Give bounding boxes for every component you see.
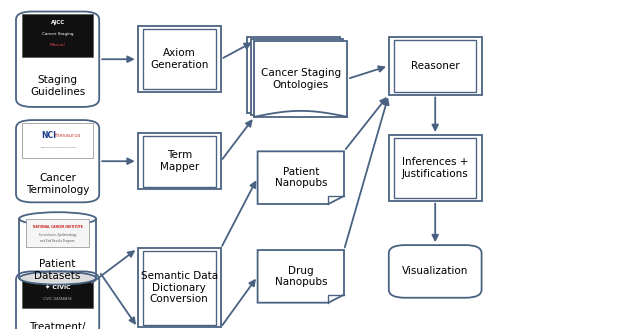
- Polygon shape: [257, 250, 344, 303]
- Bar: [246, 37, 339, 113]
- Bar: [389, 135, 482, 201]
- FancyBboxPatch shape: [389, 245, 482, 298]
- Bar: [19, 219, 96, 278]
- FancyBboxPatch shape: [16, 120, 99, 202]
- Bar: [143, 136, 216, 187]
- Text: NATIONAL CANCER INSTITUTE: NATIONAL CANCER INSTITUTE: [33, 225, 83, 229]
- Text: Cancer Staging
Ontologies: Cancer Staging Ontologies: [260, 68, 341, 90]
- Text: CIVIC DATABASE: CIVIC DATABASE: [43, 297, 72, 301]
- Bar: [394, 138, 476, 198]
- Text: Reasoner: Reasoner: [411, 61, 460, 71]
- Text: Axiom
Generation: Axiom Generation: [150, 48, 209, 70]
- Ellipse shape: [19, 212, 96, 225]
- Text: Drug
Nanopubs: Drug Nanopubs: [275, 266, 327, 287]
- Text: AJCC: AJCC: [51, 20, 65, 25]
- Bar: [22, 276, 93, 308]
- Text: NCI: NCI: [42, 131, 56, 140]
- Bar: [22, 123, 93, 158]
- Text: Staging
Guidelines: Staging Guidelines: [30, 75, 85, 97]
- Bar: [394, 40, 476, 92]
- Text: Manual: Manual: [50, 43, 65, 47]
- Bar: [138, 248, 221, 327]
- Bar: [143, 29, 216, 89]
- Bar: [138, 133, 221, 189]
- Text: Patient
Datasets: Patient Datasets: [35, 259, 81, 281]
- Text: Cancer Staging: Cancer Staging: [42, 32, 74, 36]
- Text: Surveillance, Epidemiology,: Surveillance, Epidemiology,: [38, 233, 77, 237]
- Text: Visualization: Visualization: [402, 266, 468, 276]
- Polygon shape: [257, 151, 344, 204]
- Bar: [143, 251, 216, 325]
- Text: Inferences +
Justifications: Inferences + Justifications: [402, 157, 468, 179]
- Bar: [138, 26, 221, 92]
- Text: Treatment/
Monitoring
Guidelines: Treatment/ Monitoring Guidelines: [29, 321, 86, 329]
- Text: Cancer
Terminology: Cancer Terminology: [26, 173, 90, 195]
- Text: ─────────────────: ─────────────────: [40, 146, 76, 150]
- Bar: [26, 219, 89, 247]
- Ellipse shape: [19, 271, 96, 285]
- Text: ✦ CIViC: ✦ CIViC: [45, 285, 70, 290]
- Text: Term
Mapper: Term Mapper: [159, 150, 199, 172]
- Bar: [389, 37, 482, 95]
- FancyBboxPatch shape: [16, 271, 99, 329]
- FancyBboxPatch shape: [16, 12, 99, 107]
- Bar: [22, 14, 93, 57]
- Text: Patient
Nanopubs: Patient Nanopubs: [275, 167, 327, 189]
- Bar: [250, 39, 344, 115]
- Bar: [254, 41, 347, 117]
- Text: thesaurus: thesaurus: [55, 133, 81, 138]
- Text: Semantic Data
Dictionary
Conversion: Semantic Data Dictionary Conversion: [141, 271, 218, 304]
- Text: and End Results Program: and End Results Program: [40, 239, 75, 243]
